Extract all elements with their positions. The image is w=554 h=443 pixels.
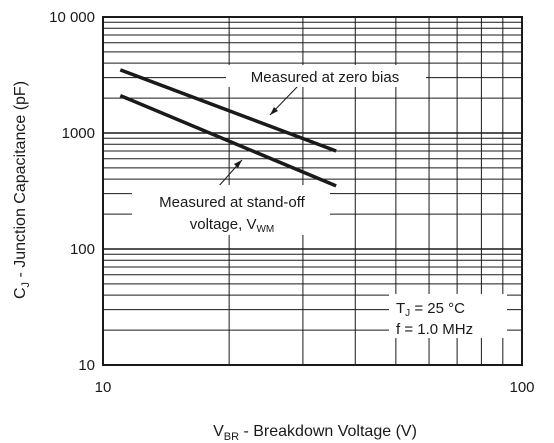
- conditions-tj-main: T: [396, 300, 405, 317]
- x-tick-label: 10: [95, 379, 112, 396]
- annotation-zero-bias: Measured at zero bias: [251, 69, 399, 86]
- conditions-tj-sub: J: [405, 308, 410, 319]
- annotation-standoff-bg: [132, 185, 330, 235]
- annotation-standoff-line1: Measured at stand-off: [159, 194, 305, 211]
- conditions-frequency: f = 1.0 MHz: [396, 321, 473, 338]
- y-axis-title-sub: J: [20, 282, 32, 288]
- x-tick-label: 100: [509, 379, 534, 396]
- annotation-arrows: [217, 85, 299, 188]
- standoff-arrowhead: [234, 160, 242, 168]
- y-axis-title-rest: - Junction Capacitance (pF): [12, 81, 29, 282]
- x-axis-title: VBR - Breakdown Voltage (V): [213, 423, 417, 443]
- y-tick-label: 10 000: [49, 9, 95, 26]
- x-axis-title-main: V: [213, 423, 224, 440]
- plot-frame: [102, 16, 523, 366]
- x-axis-title-sub: BR: [224, 431, 239, 443]
- zero-bias-arrowhead: [270, 107, 278, 115]
- series-line-standoff-voltage: [119, 93, 337, 188]
- series-line-zero-bias: [119, 68, 337, 153]
- x-axis-title-rest: - Breakdown Voltage (V): [239, 423, 417, 440]
- conditions-tj: TJ = 25 °C: [396, 300, 465, 319]
- series-lines: [119, 68, 337, 188]
- annotation-standoff-line2-sub: WM: [256, 224, 274, 235]
- annotation-standoff-line2: voltage, VWM: [190, 216, 275, 235]
- annotation-standoff-line2-main: voltage, V: [190, 216, 257, 233]
- y-tick-label: 100: [70, 241, 95, 258]
- conditions-box-bg: [389, 294, 507, 338]
- conditions-tj-rest: = 25 °C: [410, 300, 465, 317]
- tick-labels: 10 100 10 100 1000 10 000: [49, 9, 534, 396]
- y-axis-title-main: C: [12, 287, 29, 299]
- y-tick-label: 10: [78, 357, 95, 374]
- y-axis-title: CJ - Junction Capacitance (pF): [12, 81, 32, 299]
- annotation-zero-bias-bg: [226, 65, 426, 87]
- y-tick-label: 1000: [62, 125, 95, 142]
